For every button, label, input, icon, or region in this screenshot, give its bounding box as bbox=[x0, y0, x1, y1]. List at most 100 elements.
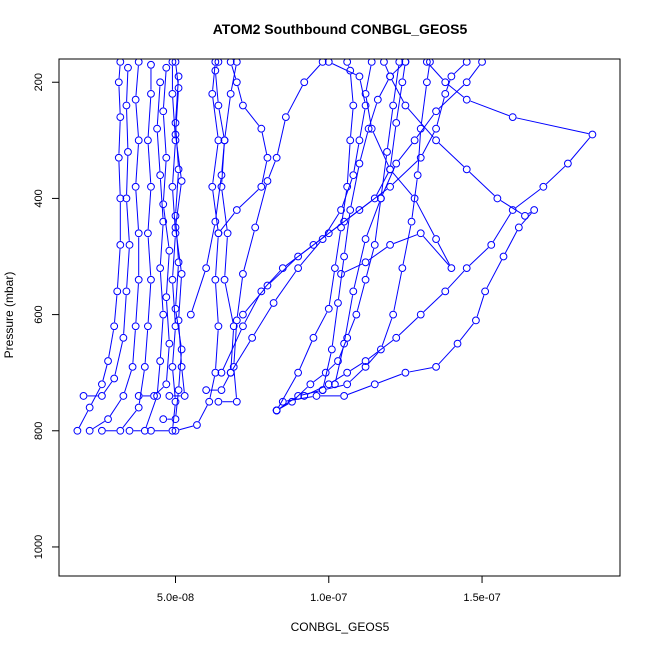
series-segment bbox=[147, 97, 152, 137]
data-point bbox=[232, 78, 241, 87]
data-point bbox=[217, 368, 226, 377]
series-segment bbox=[175, 266, 179, 305]
data-point bbox=[324, 304, 333, 313]
data-point bbox=[340, 252, 348, 261]
data-point bbox=[343, 182, 352, 191]
data-point bbox=[144, 136, 152, 145]
data-point bbox=[263, 177, 272, 185]
series-profile bbox=[171, 59, 223, 435]
series-segment bbox=[224, 283, 234, 323]
series-segment bbox=[239, 189, 259, 208]
x-tick-label: 1.0e-07 bbox=[310, 592, 347, 604]
series-segment bbox=[362, 188, 388, 209]
data-point bbox=[232, 206, 241, 214]
series-segment bbox=[135, 283, 139, 323]
series-segment bbox=[212, 190, 219, 230]
data-point bbox=[153, 124, 161, 133]
data-point bbox=[257, 287, 266, 296]
x-tick-label: 5.0e-08 bbox=[157, 592, 194, 604]
data-point bbox=[324, 59, 333, 66]
series-segment bbox=[368, 339, 394, 360]
series-segment bbox=[172, 370, 176, 398]
data-point bbox=[147, 60, 155, 69]
data-point bbox=[410, 136, 419, 145]
data-point bbox=[116, 59, 125, 66]
data-point bbox=[355, 159, 364, 168]
data-point bbox=[171, 397, 180, 406]
series-segment bbox=[438, 84, 465, 109]
data-point bbox=[177, 270, 186, 278]
data-point bbox=[257, 124, 266, 133]
series-profile bbox=[300, 59, 597, 400]
series-segment bbox=[221, 144, 225, 172]
series-segment bbox=[103, 381, 113, 393]
series-segment bbox=[372, 132, 389, 166]
series-segment bbox=[407, 108, 434, 138]
data-point bbox=[349, 287, 358, 296]
series-segment bbox=[504, 230, 518, 254]
data-point bbox=[361, 258, 370, 267]
series-segment bbox=[263, 270, 281, 289]
series-segment bbox=[344, 263, 363, 273]
series-segment bbox=[359, 109, 366, 137]
data-point bbox=[334, 299, 342, 307]
data-point bbox=[165, 339, 174, 348]
data-point bbox=[156, 171, 165, 180]
data-point bbox=[349, 171, 358, 180]
series-segment bbox=[117, 248, 121, 288]
series-segment bbox=[426, 65, 430, 79]
data-point bbox=[462, 59, 471, 66]
data-point bbox=[269, 299, 278, 307]
data-point bbox=[122, 194, 131, 203]
data-point bbox=[79, 392, 88, 400]
data-point bbox=[337, 223, 345, 232]
data-point bbox=[441, 78, 450, 87]
series-segment bbox=[392, 64, 403, 75]
series-segment bbox=[138, 370, 145, 404]
y-tick-label: 600 bbox=[33, 305, 45, 323]
data-point bbox=[441, 287, 450, 296]
data-point bbox=[140, 426, 149, 435]
series-segment bbox=[159, 179, 164, 218]
series-segment bbox=[122, 410, 137, 428]
series-segment bbox=[437, 242, 450, 265]
series-segment bbox=[328, 363, 336, 371]
data-point bbox=[401, 101, 410, 110]
data-point bbox=[340, 339, 348, 348]
data-point bbox=[453, 339, 462, 348]
data-point bbox=[370, 194, 379, 203]
data-point bbox=[168, 275, 177, 284]
series-segment bbox=[232, 340, 251, 370]
series-profile bbox=[239, 59, 471, 319]
data-point bbox=[168, 362, 177, 371]
series-segment bbox=[162, 161, 167, 201]
series-segment bbox=[172, 283, 176, 323]
series-segment bbox=[417, 132, 421, 172]
series-segment bbox=[385, 65, 389, 73]
series-segment bbox=[335, 231, 341, 265]
series-segment bbox=[172, 190, 176, 230]
series-segment bbox=[347, 385, 372, 395]
data-point bbox=[134, 403, 143, 412]
series-segment bbox=[379, 79, 389, 97]
data-point bbox=[361, 89, 370, 98]
data-point bbox=[122, 287, 131, 296]
data-point bbox=[232, 397, 241, 406]
series-segment bbox=[393, 234, 418, 244]
series-segment bbox=[159, 225, 164, 265]
data-point bbox=[398, 78, 407, 87]
data-point bbox=[134, 59, 143, 66]
series-segment bbox=[166, 301, 170, 340]
data-point bbox=[462, 264, 471, 273]
plot-frame bbox=[58, 58, 621, 577]
data-point bbox=[174, 316, 183, 325]
series-profile bbox=[85, 59, 143, 435]
data-point bbox=[383, 148, 391, 156]
data-point bbox=[150, 392, 158, 400]
series-segment bbox=[162, 115, 167, 154]
series-segment bbox=[109, 398, 122, 417]
series-segment bbox=[124, 370, 132, 393]
data-point bbox=[386, 72, 394, 81]
data-point bbox=[239, 101, 247, 110]
data-point bbox=[432, 107, 440, 116]
